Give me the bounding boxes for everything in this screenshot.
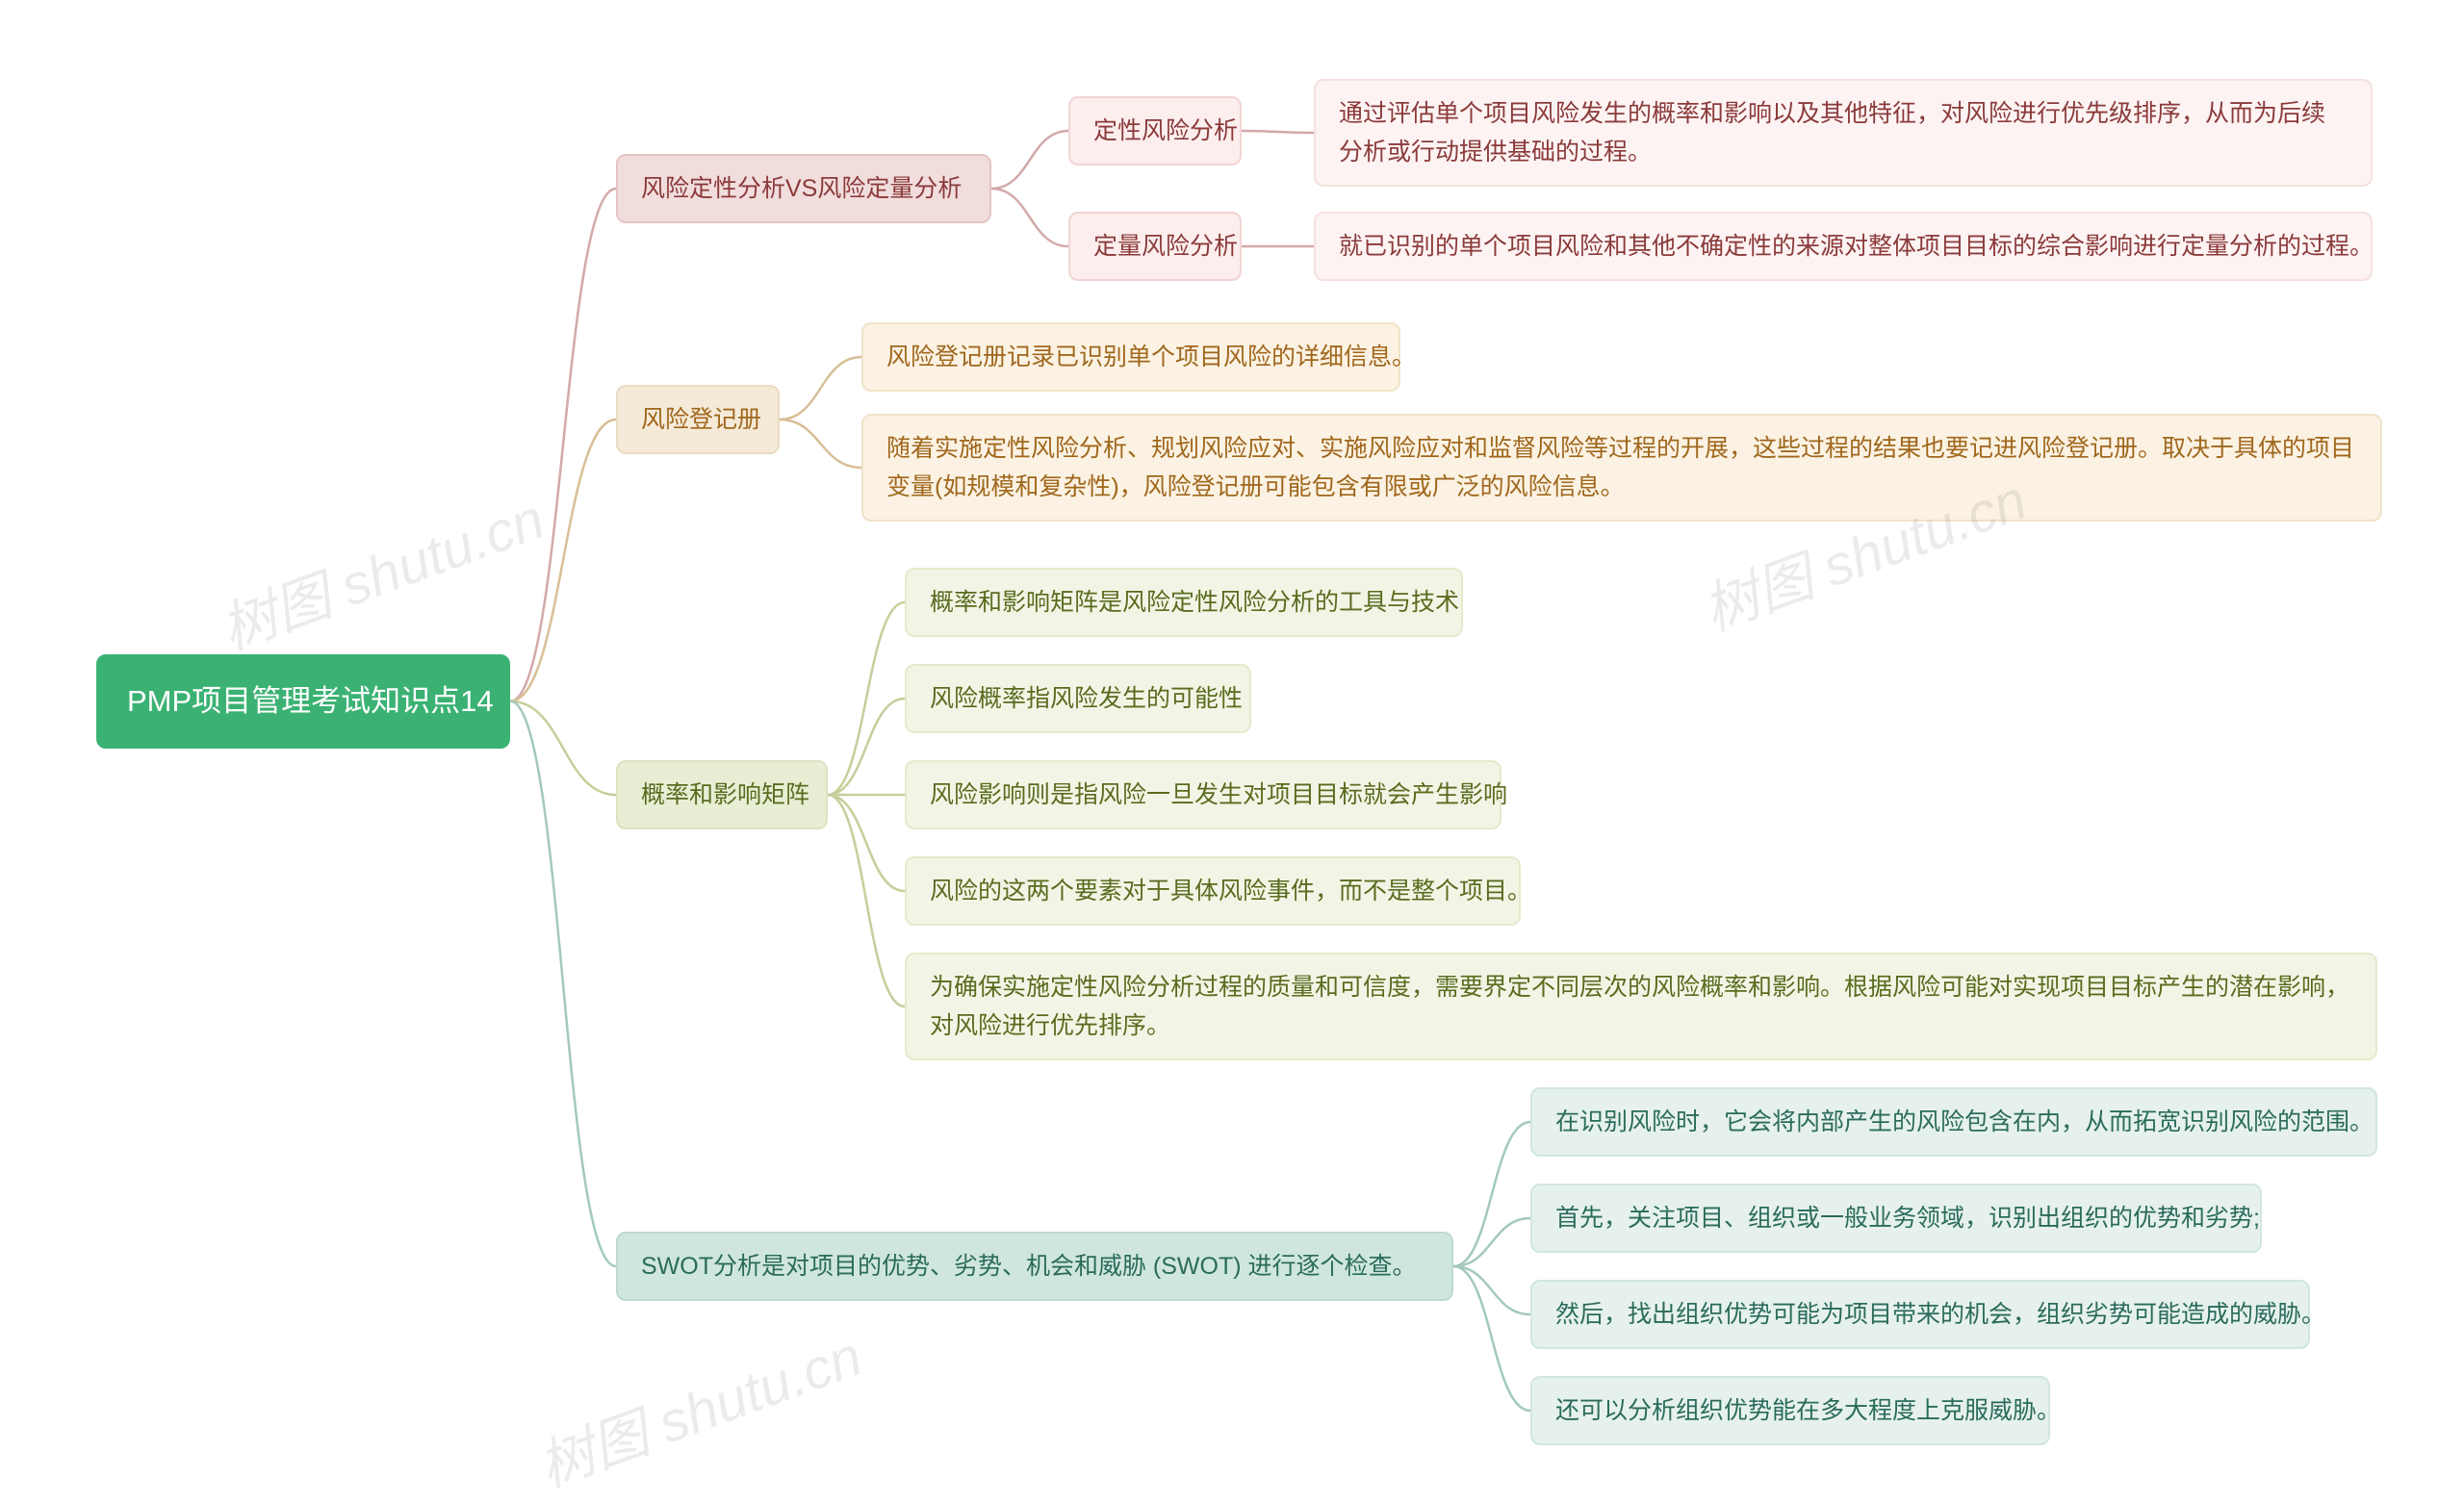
mindmap-node-b2_2[interactable]: 随着实施定性风险分析、规划风险应对、实施风险应对和监督风险等过程的开展，这些过程…	[861, 414, 2382, 522]
connector	[828, 602, 905, 795]
connector	[510, 189, 616, 701]
mindmap-node-b3_5[interactable]: 为确保实施定性风险分析过程的质量和可信度，需要界定不同层次的风险概率和影响。根据…	[905, 953, 2377, 1060]
connector	[991, 131, 1068, 189]
connector	[1242, 131, 1314, 133]
mindmap-node-b4[interactable]: SWOT分析是对项目的优势、劣势、机会和威胁 (SWOT) 进行逐个检查。	[616, 1232, 1453, 1301]
mindmap-node-b3_1[interactable]: 概率和影响矩阵是风险定性风险分析的工具与技术	[905, 568, 1463, 637]
connector	[828, 699, 905, 795]
mindmap-node-b4_3[interactable]: 然后，找出组织优势可能为项目带来的机会，组织劣势可能造成的威胁。	[1530, 1280, 2310, 1349]
mindmap-node-b4_2[interactable]: 首先，关注项目、组织或一般业务领域，识别出组织的优势和劣势;	[1530, 1184, 2262, 1253]
connector	[991, 189, 1068, 246]
mindmap-node-b1_1_1[interactable]: 通过评估单个项目风险发生的概率和影响以及其他特征，对风险进行优先级排序，从而为后…	[1314, 79, 2373, 187]
mindmap-node-b3_2[interactable]: 风险概率指风险发生的可能性	[905, 664, 1251, 733]
mindmap-node-b3_3[interactable]: 风险影响则是指风险一旦发生对项目目标就会产生影响	[905, 760, 1502, 829]
connector	[780, 420, 861, 468]
connector	[780, 357, 861, 420]
connector	[828, 795, 905, 891]
mindmap-node-b4_4[interactable]: 还可以分析组织优势能在多大程度上克服威胁。	[1530, 1376, 2050, 1445]
connector	[1453, 1266, 1530, 1314]
mindmap-node-b1_2[interactable]: 定量风险分析	[1068, 212, 1242, 281]
connector	[1453, 1266, 1530, 1411]
mindmap-node-b3[interactable]: 概率和影响矩阵	[616, 760, 828, 829]
connector	[1453, 1218, 1530, 1266]
mindmap-node-root[interactable]: PMP项目管理考试知识点14	[96, 654, 510, 749]
watermark: 树图 shutu.cn	[526, 1311, 871, 1502]
mindmap-node-b4_1[interactable]: 在识别风险时，它会将内部产生的风险包含在内，从而拓宽识别风险的范围。	[1530, 1087, 2377, 1157]
mindmap-node-b3_4[interactable]: 风险的这两个要素对于具体风险事件，而不是整个项目。	[905, 856, 1521, 926]
mindmap-node-b2[interactable]: 风险登记册	[616, 385, 780, 454]
connector	[510, 701, 616, 1266]
watermark: 树图 shutu.cn	[208, 473, 553, 665]
connector	[828, 795, 905, 1006]
connector	[1453, 1122, 1530, 1266]
connector	[510, 701, 616, 795]
mindmap-node-b2_1[interactable]: 风险登记册记录已识别单个项目风险的详细信息。	[861, 322, 1400, 392]
mindmap-node-b1_1[interactable]: 定性风险分析	[1068, 96, 1242, 166]
mindmap-node-b1_2_1[interactable]: 就已识别的单个项目风险和其他不确定性的来源对整体项目目标的综合影响进行定量分析的…	[1314, 212, 2373, 281]
mindmap-node-b1[interactable]: 风险定性分析VS风险定量分析	[616, 154, 991, 223]
connector	[510, 420, 616, 701]
